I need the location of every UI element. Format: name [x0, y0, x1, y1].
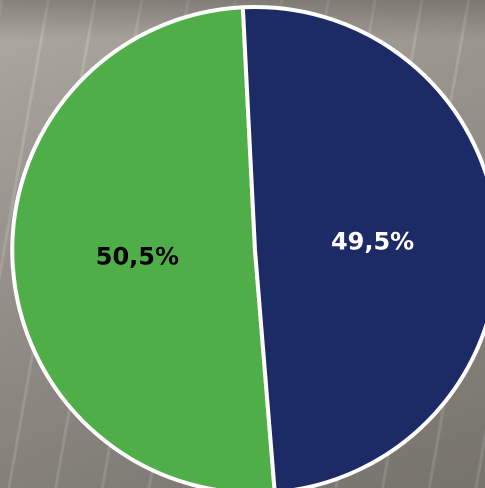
slice-label-2: 49,5%	[331, 227, 414, 255]
pie-slice-1	[10, 5, 277, 488]
pie-slice-2	[240, 4, 485, 488]
slice-label-1: 50,5%	[96, 243, 179, 271]
